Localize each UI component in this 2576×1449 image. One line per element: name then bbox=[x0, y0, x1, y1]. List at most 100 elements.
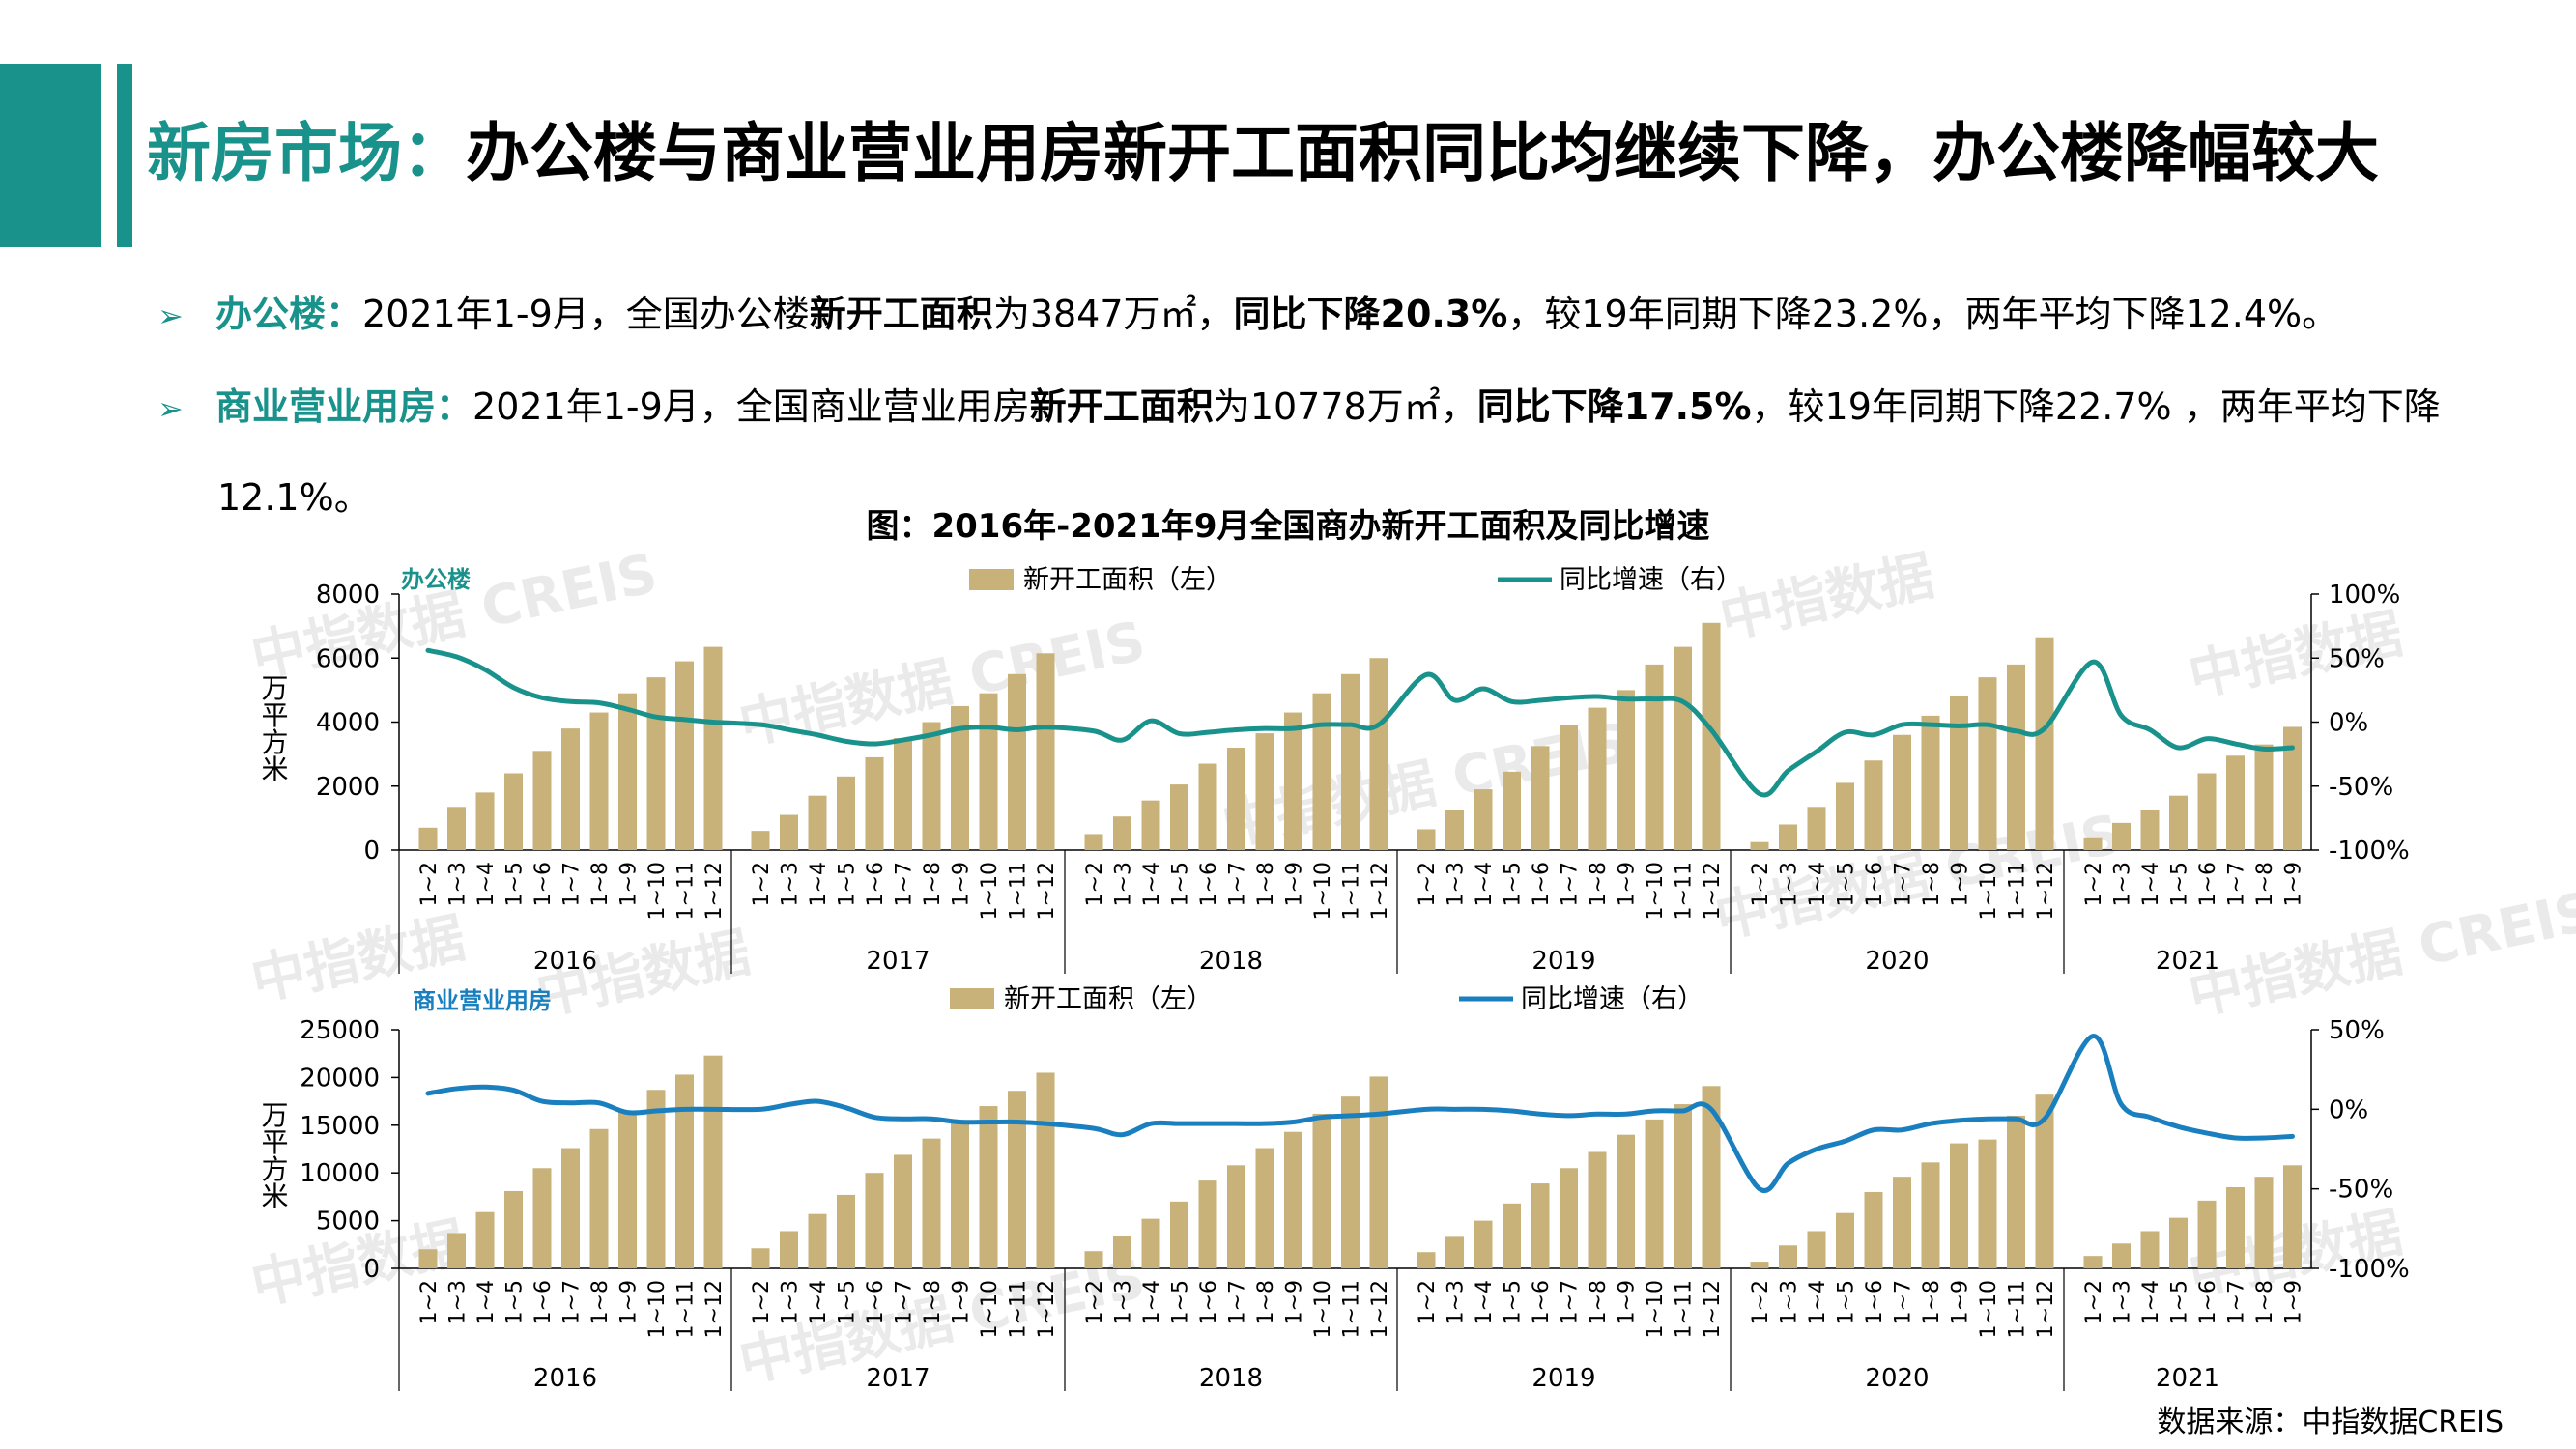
x-tick-label: 1~6 bbox=[1197, 1280, 1221, 1324]
chart-subtitle: 商业营业用房 bbox=[413, 987, 552, 1014]
x-tick-label: 1~2 bbox=[750, 1280, 774, 1324]
x-tick-label: 1~5 bbox=[836, 1280, 860, 1324]
x-tick-label: 1~9 bbox=[1283, 1280, 1307, 1324]
bar bbox=[1036, 653, 1055, 850]
x-tick-label: 1~12 bbox=[1035, 1280, 1059, 1338]
x-tick-label: 1~8 bbox=[1920, 1280, 1944, 1324]
x-tick-label: 1~3 bbox=[1778, 862, 1802, 906]
y-tick-label: 10000 bbox=[300, 1159, 380, 1188]
legend-bar-label: 新开工面积（左） bbox=[1023, 565, 1232, 595]
x-tick-label: 1~8 bbox=[1254, 862, 1278, 906]
x-tick-label: 1~4 bbox=[1140, 862, 1164, 906]
legend-bar-swatch bbox=[969, 569, 1014, 590]
watermark-text: 中指数据 CREIS bbox=[733, 610, 1150, 756]
bar bbox=[532, 1168, 552, 1268]
x-tick-label: 1~11 bbox=[1340, 862, 1364, 920]
x-tick-label: 1~4 bbox=[807, 1280, 831, 1324]
x-tick-label: 1~4 bbox=[474, 1280, 499, 1324]
page-title: 新房市场：办公楼与商业营业用房新开工面积同比均继续下降，办公楼降幅较大 bbox=[147, 122, 2379, 185]
x-tick-label: 1~7 bbox=[2225, 862, 2249, 906]
x-tick-label: 1~9 bbox=[950, 862, 974, 906]
x-tick-label: 1~12 bbox=[1368, 1280, 1392, 1338]
x-tick-label: 1~2 bbox=[2082, 862, 2106, 906]
bar bbox=[1674, 1104, 1692, 1268]
y-axis-label: 万平方米 bbox=[258, 1101, 290, 1209]
legend-bar-label: 新开工面积（左） bbox=[1004, 984, 1213, 1014]
bar bbox=[2254, 744, 2274, 850]
x-tick-label: 1~4 bbox=[1806, 1280, 1830, 1324]
title-accent-block bbox=[0, 64, 101, 247]
x-tick-label: 1~6 bbox=[1863, 862, 1887, 906]
bar bbox=[1369, 658, 1388, 850]
x-tick-label: 1~2 bbox=[1416, 1280, 1440, 1324]
bar bbox=[894, 738, 912, 850]
bar bbox=[1255, 1148, 1274, 1268]
bar bbox=[2007, 664, 2025, 850]
bullet-continuation: 12.1%。 bbox=[217, 476, 371, 519]
bar bbox=[1084, 1251, 1103, 1268]
growth-line bbox=[425, 1034, 2295, 1193]
year-label: 2018 bbox=[1199, 947, 1263, 976]
x-tick-label: 1~8 bbox=[1587, 862, 1611, 906]
x-tick-label: 1~3 bbox=[1445, 1280, 1469, 1324]
bar bbox=[1978, 1139, 1997, 1268]
x-tick-label: 1~2 bbox=[1416, 862, 1440, 906]
bar bbox=[922, 722, 941, 850]
watermark-text: 中指数据 bbox=[1714, 545, 1939, 651]
y2-tick-label: -50% bbox=[2329, 1176, 2393, 1205]
bar bbox=[922, 1138, 941, 1268]
bullet-text: ，较19年同期下降22.7% ，两年平均下降 bbox=[1751, 385, 2441, 428]
x-tick-label: 1~8 bbox=[1254, 1280, 1278, 1324]
x-tick-label: 1~9 bbox=[1949, 1280, 1973, 1324]
bar bbox=[1560, 1168, 1578, 1268]
x-tick-label: 1~2 bbox=[1749, 862, 1773, 906]
bar bbox=[2112, 822, 2131, 850]
growth-line bbox=[425, 647, 2295, 798]
x-tick-label: 1~2 bbox=[1083, 862, 1107, 906]
bar bbox=[2169, 1217, 2188, 1268]
x-tick-label: 1~11 bbox=[2006, 862, 2030, 920]
x-tick-label: 1~10 bbox=[1977, 1280, 2001, 1338]
year-label: 2018 bbox=[1199, 1364, 1263, 1393]
x-tick-label: 1~2 bbox=[417, 862, 442, 906]
bar bbox=[1807, 1231, 1826, 1268]
x-tick-label: 1~10 bbox=[1644, 1280, 1668, 1338]
x-tick-label: 1~11 bbox=[1673, 1280, 1697, 1338]
legend-line-label: 同比增速（右） bbox=[1521, 984, 1703, 1014]
page-title-prefix: 新房市场： bbox=[147, 116, 466, 190]
x-tick-label: 1~6 bbox=[2196, 862, 2220, 906]
bar bbox=[418, 827, 438, 850]
bar bbox=[1084, 834, 1103, 850]
x-tick-label: 1~7 bbox=[1892, 862, 1916, 906]
bar bbox=[2169, 795, 2188, 850]
bar bbox=[618, 1111, 637, 1268]
x-tick-label: 1~6 bbox=[531, 862, 556, 906]
bar bbox=[2226, 1187, 2245, 1268]
chart-1: 办公楼 0 2000 4000 6000 8000 -100% -50% 0% 50% 100% 万平… bbox=[258, 565, 2410, 976]
bar bbox=[1417, 829, 1436, 850]
bar bbox=[1113, 816, 1131, 850]
bar bbox=[475, 792, 495, 850]
bar bbox=[1588, 707, 1607, 850]
bar bbox=[951, 705, 969, 850]
x-tick-label: 1~10 bbox=[1311, 1280, 1335, 1338]
y2-tick-label: 50% bbox=[2329, 1016, 2385, 1045]
x-tick-label: 1~10 bbox=[1977, 862, 2001, 920]
x-tick-label: 1~9 bbox=[1283, 862, 1307, 906]
bar bbox=[1531, 1183, 1550, 1268]
bar bbox=[1312, 1113, 1331, 1268]
bar bbox=[1198, 763, 1217, 850]
legend-bar-swatch bbox=[950, 988, 994, 1009]
x-tick-label: 1~3 bbox=[1112, 862, 1136, 906]
bar bbox=[1474, 1220, 1493, 1268]
bar bbox=[703, 646, 723, 850]
bar bbox=[1588, 1151, 1607, 1268]
x-tick-label: 1~4 bbox=[2139, 1280, 2163, 1324]
bar bbox=[2083, 837, 2103, 850]
x-tick-label: 1~7 bbox=[1226, 1280, 1250, 1324]
x-tick-label: 1~5 bbox=[2168, 862, 2192, 906]
x-tick-label: 1~6 bbox=[864, 862, 888, 906]
chart-subtitle: 办公楼 bbox=[401, 566, 471, 593]
bar bbox=[1836, 1212, 1854, 1268]
bar bbox=[780, 1231, 798, 1268]
